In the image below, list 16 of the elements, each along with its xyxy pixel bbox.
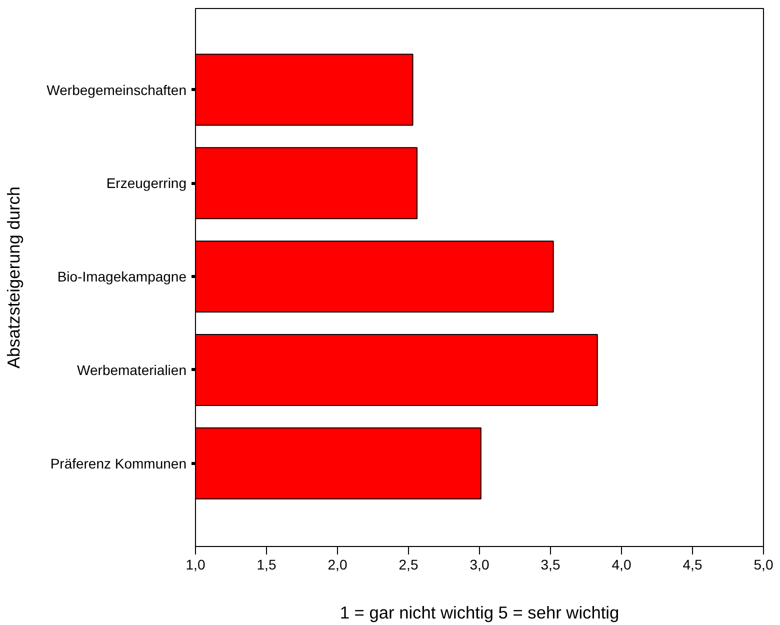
x-tick-label: 3,5 [540, 556, 560, 572]
y-tick-label: Werbematerialien [77, 362, 187, 378]
y-tick-label: Präferenz Kommunen [50, 455, 187, 472]
x-tick-label: 3,0 [470, 556, 490, 572]
x-tick-label: 4,0 [612, 556, 632, 572]
y-tick-label: Bio-Imagekampagne [57, 268, 187, 285]
y-tick-label: Erzeugerring [106, 175, 187, 192]
y-axis-title: Absatzsteigerung durch [4, 186, 24, 369]
y-tick-label: Werbegemeinschaften [46, 82, 187, 98]
x-tick-label: 2,0 [328, 556, 348, 572]
x-tick-label: 1,0 [186, 556, 206, 572]
x-tick-label: 4,5 [682, 556, 702, 572]
x-tick-label: 1,5 [256, 556, 276, 572]
x-axis-title: 1 = gar nicht wichtig 5 = sehr wichtig [340, 602, 620, 622]
x-tick-label: 2,5 [398, 556, 418, 572]
x-tick-label: 5,0 [754, 556, 774, 572]
